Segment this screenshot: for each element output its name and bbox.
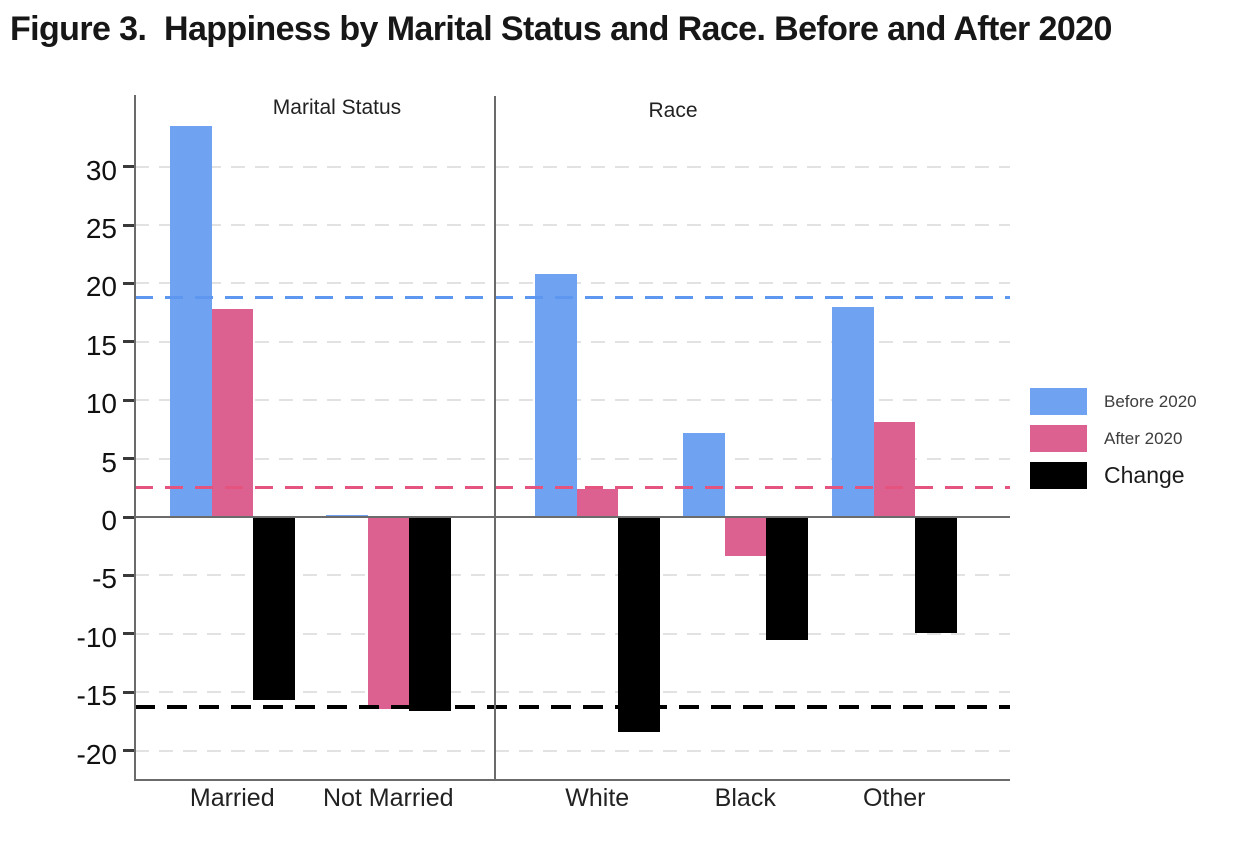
- bar-change-white: [618, 517, 660, 732]
- legend-swatch-change-icon: [1030, 462, 1087, 489]
- legend-item-change: Change: [1030, 462, 1197, 489]
- bar-after-2020-white: [576, 488, 618, 517]
- gridline--20: [135, 749, 1010, 752]
- y-tick-label-15: 15: [85, 329, 117, 361]
- bar-before-2020-other: [832, 306, 874, 517]
- legend: Before 2020 After 2020 Change: [1030, 388, 1197, 499]
- bar-after-2020-black: [724, 517, 766, 556]
- x-tick-label-not-married: Not Married: [322, 784, 454, 812]
- y-tick-label-0: 0: [101, 505, 117, 536]
- legend-label-after-2020: After 2020: [1104, 428, 1183, 448]
- y-tick-label--5: -5: [92, 563, 117, 595]
- x-tick-label-white: White: [565, 784, 630, 812]
- bar-after-2020-other: [873, 422, 915, 517]
- bar-change-not-married: [409, 517, 451, 711]
- bar-before-2020-white: [535, 274, 577, 517]
- y-tick-label-10: 10: [85, 388, 117, 420]
- bar-after-2020-married: [211, 309, 253, 517]
- legend-label-change: Change: [1104, 462, 1185, 488]
- panel-title-race: Race: [648, 99, 698, 122]
- bar-change-other: [915, 517, 957, 633]
- y-tick-mark--20: [123, 749, 134, 753]
- x-tick-label-other: Other: [862, 784, 926, 812]
- bar-before-2020-married: [170, 125, 212, 517]
- gridline-25: [135, 224, 1010, 226]
- bar-change-black: [766, 517, 808, 640]
- x-tick-label-black: Black: [714, 784, 776, 812]
- panel-title-marital-status: Marital Status: [272, 96, 402, 119]
- y-tick-mark-5: [123, 457, 134, 461]
- legend-label-before-2020: Before 2020: [1104, 391, 1197, 411]
- gridline-30: [135, 165, 1010, 168]
- gridline--15: [135, 691, 1010, 694]
- bar-change-married: [253, 517, 295, 701]
- y-tick-label-30: 30: [85, 154, 117, 186]
- legend-item-before-2020: Before 2020: [1030, 388, 1197, 415]
- y-tick-mark-15: [123, 340, 134, 344]
- y-tick-mark--15: [123, 690, 134, 694]
- y-axis-line: [134, 95, 136, 780]
- y-tick-label-5: 5: [101, 446, 117, 478]
- gridline--10: [135, 632, 1010, 635]
- gridline--5: [135, 574, 1010, 577]
- reference-line-before-2020-overall: [135, 295, 1010, 299]
- legend-swatch-after-2020-icon: [1030, 425, 1087, 452]
- y-tick-mark-0: [123, 515, 134, 519]
- reference-line-after-2020-overall: [135, 486, 1010, 490]
- y-tick-label--15: -15: [76, 680, 117, 712]
- y-tick-mark--10: [123, 632, 134, 636]
- figure-title: Figure 3. Happiness by Marital Status an…: [10, 10, 1112, 48]
- zero-line: [135, 516, 1010, 518]
- legend-item-after-2020: After 2020: [1030, 425, 1197, 452]
- y-tick-label-20: 20: [85, 271, 117, 303]
- bar-before-2020-black: [683, 432, 725, 517]
- y-tick-mark-25: [123, 223, 134, 227]
- y-tick-mark-20: [123, 281, 134, 285]
- y-tick-mark-10: [123, 398, 134, 402]
- y-tick-mark--5: [123, 573, 134, 577]
- y-tick-label--20: -20: [76, 738, 117, 770]
- x-tick-label-married: Married: [189, 784, 275, 812]
- bar-after-2020-not-married: [367, 517, 409, 709]
- legend-swatch-before-2020-icon: [1030, 388, 1087, 415]
- y-tick-mark-30: [123, 165, 134, 169]
- y-tick-label--10: -10: [76, 621, 117, 653]
- panel-divider-line: [494, 96, 496, 780]
- x-axis-line: [134, 779, 1010, 781]
- y-tick-label-25: 25: [85, 213, 117, 244]
- bar-before-2020-not-married: [326, 514, 368, 517]
- reference-line-change-overall: [135, 705, 1010, 710]
